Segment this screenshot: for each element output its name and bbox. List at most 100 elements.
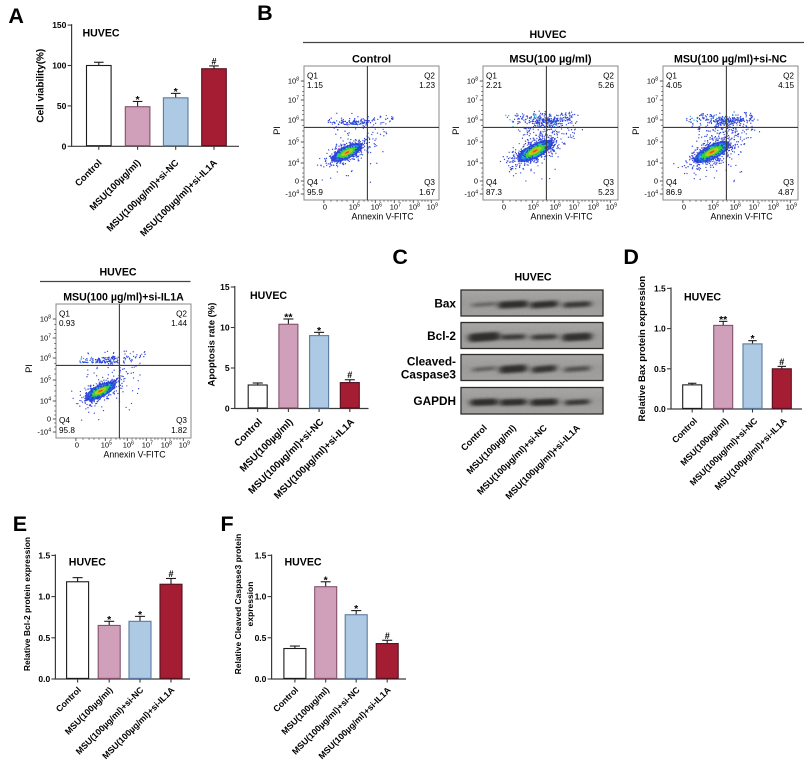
- svg-text:Control: Control: [54, 685, 83, 714]
- svg-text:*: *: [138, 609, 143, 621]
- svg-text:106: 106: [467, 115, 478, 124]
- svg-text:Cleaved-: Cleaved-: [407, 355, 456, 369]
- svg-text:107: 107: [647, 95, 658, 104]
- svg-text:105: 105: [647, 137, 658, 146]
- svg-text:Relative Bcl-2 protein express: Relative Bcl-2 protein expression: [22, 537, 32, 671]
- svg-text:MSU(100µg/ml)+si-NC: MSU(100µg/ml)+si-NC: [104, 157, 181, 234]
- svg-text:-104: -104: [644, 189, 658, 198]
- svg-text:#: #: [385, 631, 390, 641]
- svg-text:Q1: Q1: [486, 71, 497, 80]
- svg-text:10: 10: [220, 323, 230, 333]
- svg-text:109: 109: [179, 441, 190, 450]
- svg-text:Q3: Q3: [424, 178, 435, 187]
- svg-text:0: 0: [62, 141, 67, 151]
- svg-text:PI: PI: [451, 126, 461, 135]
- svg-text:HUVEC: HUVEC: [69, 557, 106, 569]
- svg-text:87.3: 87.3: [486, 188, 502, 197]
- svg-text:0: 0: [225, 404, 230, 414]
- svg-text:-104: -104: [465, 189, 479, 198]
- svg-text:108: 108: [408, 202, 419, 211]
- svg-text:105: 105: [348, 202, 359, 211]
- svg-text:*: *: [107, 614, 112, 626]
- svg-text:**: **: [284, 311, 293, 323]
- svg-text:Control: Control: [271, 685, 300, 714]
- svg-text:1.82: 1.82: [171, 426, 187, 435]
- svg-text:100: 100: [52, 61, 66, 71]
- svg-text:Q1: Q1: [307, 71, 318, 80]
- svg-text:109: 109: [786, 202, 797, 211]
- svg-text:0: 0: [295, 176, 299, 185]
- svg-text:Q4: Q4: [59, 416, 70, 425]
- svg-text:104: 104: [40, 397, 51, 406]
- svg-text:HUVEC: HUVEC: [514, 272, 551, 284]
- svg-text:*: *: [354, 603, 359, 615]
- svg-text:95.9: 95.9: [307, 188, 323, 197]
- svg-text:108: 108: [647, 76, 658, 85]
- svg-text:108: 108: [768, 202, 779, 211]
- svg-text:108: 108: [467, 76, 478, 85]
- svg-text:0.5: 0.5: [654, 364, 666, 374]
- svg-text:1.0: 1.0: [38, 592, 50, 602]
- svg-text:-104: -104: [285, 189, 299, 198]
- svg-text:MSU(100µg/ml): MSU(100µg/ml): [238, 417, 296, 475]
- svg-text:109: 109: [606, 202, 617, 211]
- svg-text:Control: Control: [670, 416, 699, 445]
- svg-text:#: #: [168, 569, 173, 579]
- svg-text:Q1: Q1: [59, 310, 70, 319]
- svg-text:95.8: 95.8: [59, 426, 75, 435]
- svg-text:106: 106: [647, 115, 658, 124]
- svg-text:1.5: 1.5: [38, 550, 50, 560]
- svg-text:107: 107: [40, 334, 51, 343]
- svg-text:107: 107: [467, 95, 478, 104]
- svg-text:*: *: [750, 333, 755, 345]
- svg-text:0.0: 0.0: [654, 404, 666, 414]
- svg-text:0: 0: [682, 202, 686, 211]
- svg-text:MSU(100µg/ml)+si-IL1A: MSU(100µg/ml)+si-IL1A: [138, 157, 220, 239]
- svg-text:Q2: Q2: [176, 310, 187, 319]
- svg-text:PI: PI: [272, 126, 282, 135]
- svg-text:1.15: 1.15: [307, 81, 323, 90]
- svg-text:Control: Control: [72, 157, 103, 188]
- svg-text:105: 105: [101, 441, 112, 450]
- svg-text:105: 105: [467, 137, 478, 146]
- svg-text:106: 106: [288, 115, 299, 124]
- svg-text:1.44: 1.44: [171, 319, 187, 328]
- svg-text:*: *: [174, 86, 179, 98]
- svg-text:HUVEC: HUVEC: [529, 29, 566, 41]
- svg-text:Cell viability(%): Cell viability(%): [36, 49, 47, 123]
- svg-text:0: 0: [47, 415, 51, 424]
- svg-text:108: 108: [288, 76, 299, 85]
- svg-text:5.23: 5.23: [598, 188, 614, 197]
- svg-text:107: 107: [569, 202, 580, 211]
- svg-text:105: 105: [40, 376, 51, 385]
- svg-text:107: 107: [142, 441, 153, 450]
- svg-text:Q3: Q3: [783, 178, 794, 187]
- svg-text:HUVEC: HUVEC: [285, 557, 322, 569]
- svg-text:2.21: 2.21: [486, 81, 502, 90]
- svg-text:108: 108: [588, 202, 599, 211]
- svg-text:Bax: Bax: [434, 296, 456, 310]
- svg-text:*: *: [324, 574, 329, 586]
- svg-text:1.23: 1.23: [419, 81, 435, 90]
- svg-text:105: 105: [528, 202, 539, 211]
- svg-text:-104: -104: [37, 428, 51, 437]
- svg-text:86.9: 86.9: [666, 188, 682, 197]
- svg-text:0.93: 0.93: [59, 319, 75, 328]
- svg-text:4.05: 4.05: [666, 81, 682, 90]
- svg-text:Relative Bax protein expressio: Relative Bax protein expression: [637, 276, 648, 422]
- svg-text:Q2: Q2: [783, 71, 794, 80]
- svg-text:HUVEC: HUVEC: [250, 290, 287, 302]
- svg-text:PI: PI: [631, 126, 641, 135]
- svg-text:HUVEC: HUVEC: [684, 292, 721, 304]
- svg-text:5.26: 5.26: [598, 81, 614, 90]
- svg-text:Q4: Q4: [307, 178, 318, 187]
- svg-text:Q2: Q2: [424, 71, 435, 80]
- svg-text:0.5: 0.5: [255, 633, 267, 643]
- svg-text:MSU(100 µg/ml): MSU(100 µg/ml): [510, 53, 592, 65]
- svg-text:0: 0: [323, 202, 327, 211]
- svg-text:104: 104: [647, 158, 658, 167]
- svg-text:104: 104: [467, 158, 478, 167]
- svg-text:108: 108: [161, 441, 172, 450]
- svg-text:4.15: 4.15: [778, 81, 794, 90]
- svg-text:0.0: 0.0: [255, 674, 267, 684]
